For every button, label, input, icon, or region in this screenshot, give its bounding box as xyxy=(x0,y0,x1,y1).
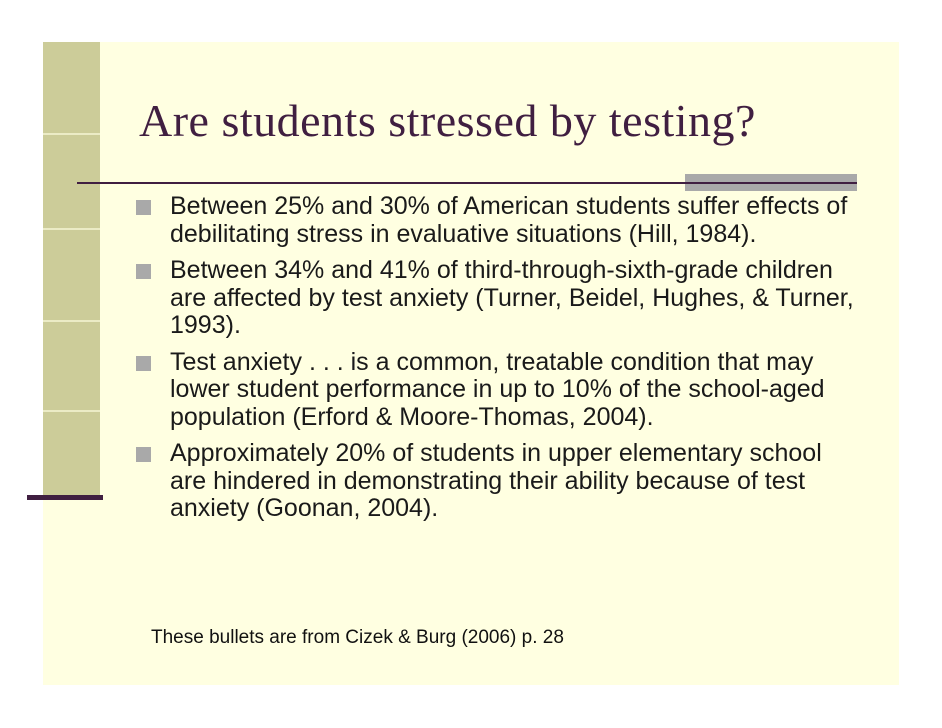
bullet-item: Between 34% and 41% of third-through-six… xyxy=(136,256,862,340)
bullet-text: Between 25% and 30% of American students… xyxy=(170,192,848,248)
slide xyxy=(43,42,899,685)
bullet-item: Approximately 20% of students in upper e… xyxy=(136,439,862,523)
bullet-text: Test anxiety . . . is a common, treatabl… xyxy=(170,347,825,431)
bullet-item: Between 25% and 30% of American students… xyxy=(136,192,862,248)
bullet-square-icon xyxy=(136,200,151,215)
sidebar-divider xyxy=(43,133,100,135)
bullet-text: Approximately 20% of students in upper e… xyxy=(170,439,822,522)
sidebar-divider xyxy=(43,228,100,230)
sidebar-accent-bar xyxy=(43,42,100,497)
bullet-list: Between 25% and 30% of American students… xyxy=(136,192,862,532)
sidebar-divider xyxy=(43,410,100,412)
bullet-text: Between 34% and 41% of third-through-six… xyxy=(170,256,854,339)
footnote: These bullets are from Cizek & Burg (200… xyxy=(151,627,564,648)
title-divider-line xyxy=(77,182,857,184)
bullet-square-icon xyxy=(136,447,151,462)
sidebar-divider xyxy=(43,320,100,322)
bullet-square-icon xyxy=(136,264,151,279)
bullet-item: Test anxiety . . . is a common, treatabl… xyxy=(136,347,862,432)
bullet-square-icon xyxy=(136,355,151,371)
slide-title: Are students stressed by testing? xyxy=(139,95,756,146)
sidebar-bottom-line xyxy=(27,495,103,500)
